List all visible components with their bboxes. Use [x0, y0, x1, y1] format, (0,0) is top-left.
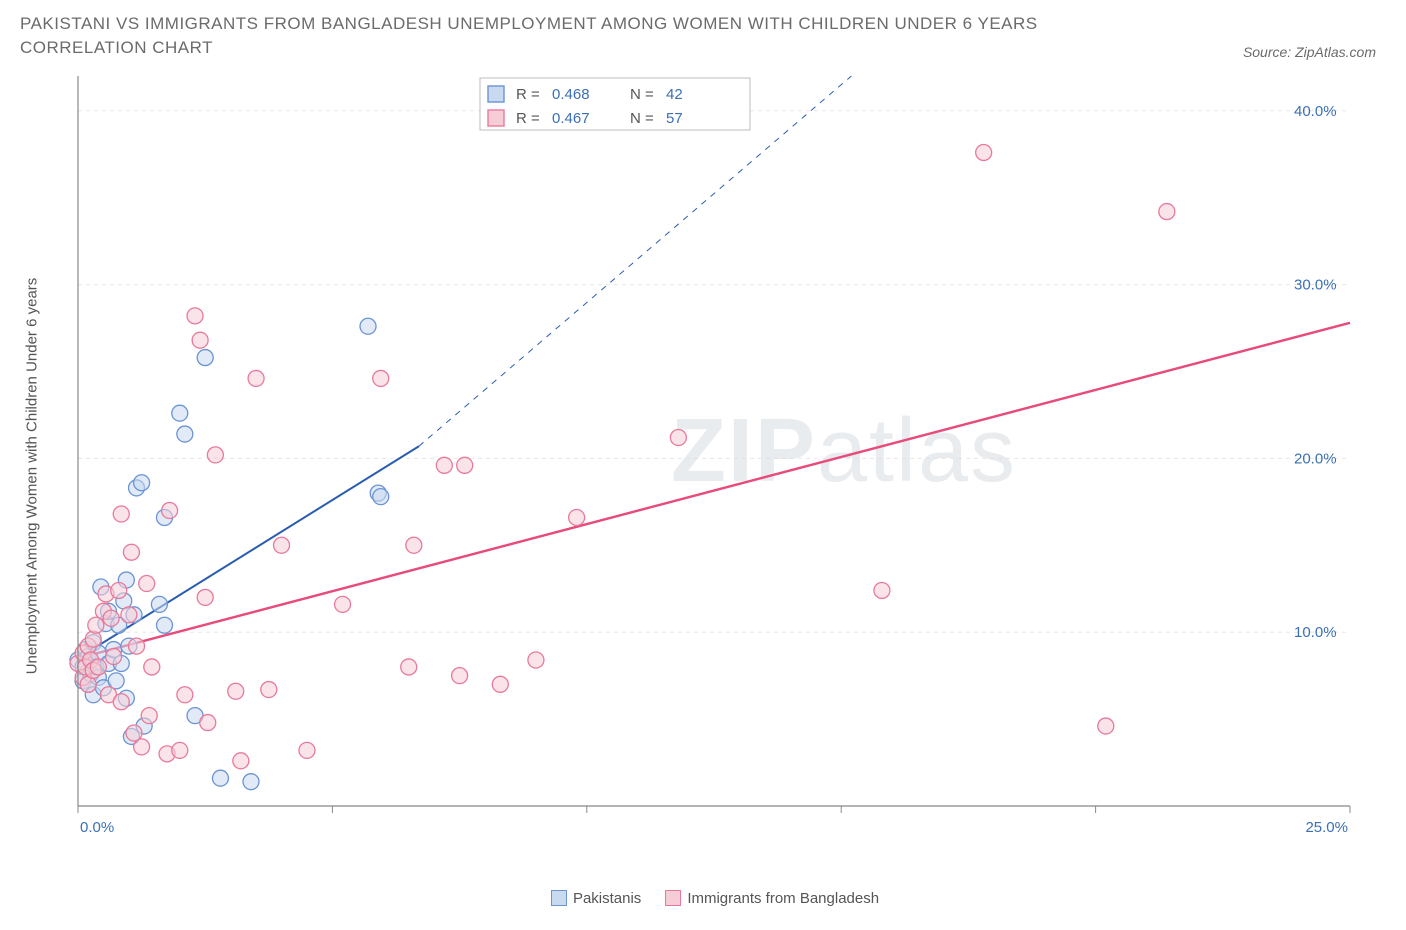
svg-text:40.0%: 40.0% — [1294, 103, 1337, 120]
svg-text:57: 57 — [666, 110, 683, 127]
source-attribution: Source: ZipAtlas.com — [1243, 44, 1376, 60]
legend-swatch — [665, 890, 681, 906]
y-axis-label: Unemployment Among Women with Children U… — [24, 278, 41, 675]
svg-text:N =: N = — [630, 86, 654, 103]
svg-text:30.0%: 30.0% — [1294, 277, 1337, 294]
svg-text:N =: N = — [630, 110, 654, 127]
legend-label: Pakistanis — [573, 890, 641, 907]
svg-text:R =: R = — [516, 110, 540, 127]
svg-text:25.0%: 25.0% — [1305, 819, 1348, 836]
svg-text:R =: R = — [516, 86, 540, 103]
chart-area: Unemployment Among Women with Children U… — [60, 66, 1386, 886]
series-legend: Pakistanis Immigrants from Bangladesh — [20, 886, 1386, 907]
source-prefix: Source: — [1243, 44, 1295, 60]
chart-title-line1: PAKISTANI VS IMMIGRANTS FROM BANGLADESH … — [20, 14, 1386, 34]
svg-text:20.0%: 20.0% — [1294, 450, 1337, 467]
svg-text:0.468: 0.468 — [552, 86, 590, 103]
chart-title-line2: CORRELATION CHART — [20, 38, 1386, 58]
svg-text:0.0%: 0.0% — [80, 819, 114, 836]
svg-text:10.0%: 10.0% — [1294, 624, 1337, 641]
scatter-chart: ZIPatlas 0.0% 25.0% 10.0% 20.0% 30.0% 40.0% R =… — [60, 66, 1366, 886]
legend-swatch — [551, 890, 567, 906]
svg-text:42: 42 — [666, 86, 683, 103]
svg-text:ZIPatlas: ZIPatlas — [671, 401, 1017, 501]
chart-header: PAKISTANI VS IMMIGRANTS FROM BANGLADESH … — [20, 14, 1386, 58]
source-name: ZipAtlas.com — [1295, 44, 1376, 60]
svg-text:0.467: 0.467 — [552, 110, 590, 127]
legend-label: Immigrants from Bangladesh — [687, 890, 879, 907]
